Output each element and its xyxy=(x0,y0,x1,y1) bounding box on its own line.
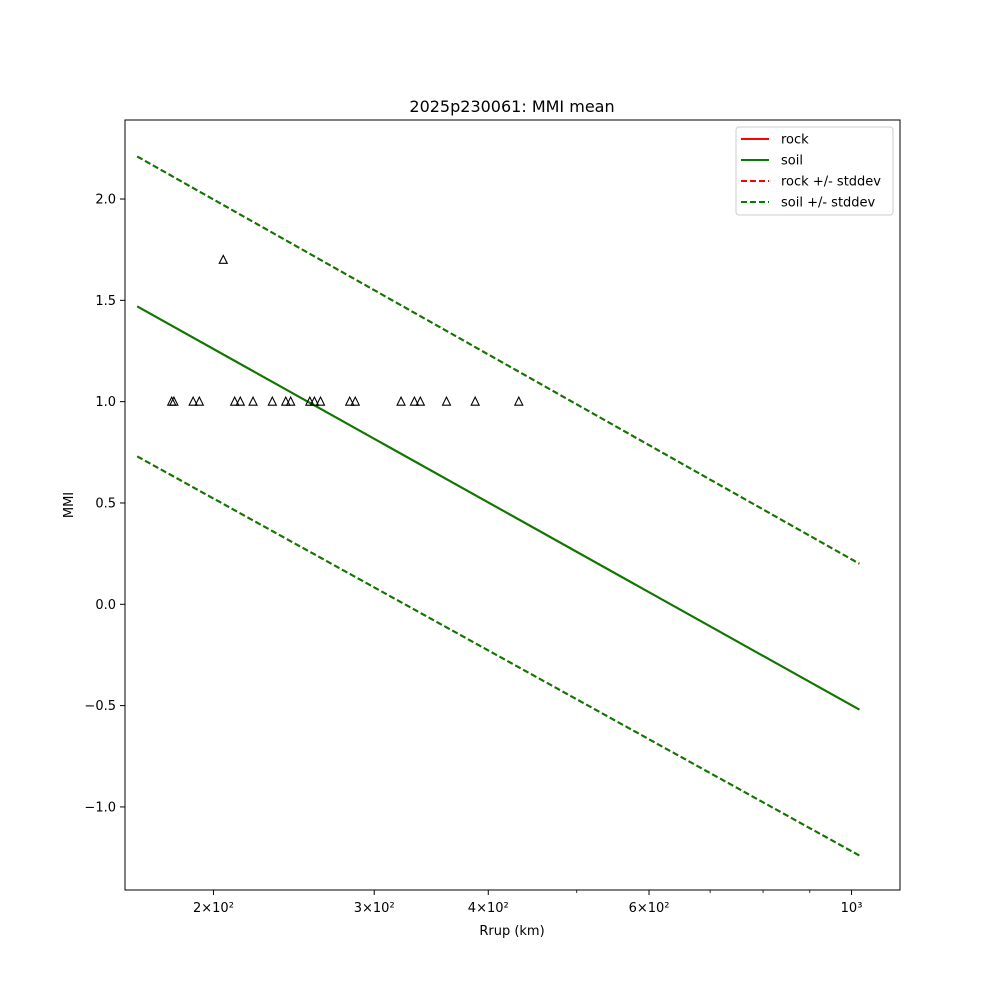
stddev-lower-line-0 xyxy=(136,455,860,857)
observation-marker-21 xyxy=(513,395,524,406)
observation-marker-14 xyxy=(344,395,355,406)
y-tick-label-2: 0.0 xyxy=(95,598,116,613)
observation-marker-2 xyxy=(188,395,199,406)
y-tick-label-4: 1.0 xyxy=(95,395,116,410)
observation-marker-7 xyxy=(248,395,258,406)
y-tick-label-6: 2.0 xyxy=(95,193,116,208)
plot-area xyxy=(136,155,860,857)
y-tick-label-3: 0.5 xyxy=(95,496,116,511)
x-tick-label-4: 10³ xyxy=(841,901,863,916)
legend-label-0: rock xyxy=(781,133,809,148)
x-tick-label-1: 3×10² xyxy=(354,901,395,916)
x-axis-label: Rrup (km) xyxy=(479,924,544,939)
observation-marker-10 xyxy=(285,395,296,406)
y-axis-label: MMI xyxy=(62,492,77,518)
observation-marker-20 xyxy=(470,395,481,406)
series-line-3 xyxy=(136,155,860,565)
observation-marker-12 xyxy=(309,395,320,406)
x-tick-label-0: 2×10² xyxy=(193,901,234,916)
x-tick-label-2: 4×10² xyxy=(468,901,509,916)
observation-marker-1 xyxy=(169,395,179,406)
observation-marker-11 xyxy=(304,395,315,406)
observation-marker-6 xyxy=(235,395,246,406)
observation-marker-18 xyxy=(415,395,426,406)
observation-marker-4 xyxy=(218,254,229,264)
legend-box xyxy=(735,126,894,216)
legend-label-1: soil xyxy=(781,154,803,169)
observation-marker-3 xyxy=(194,395,205,406)
legend-label-3: soil +/- stddev xyxy=(781,196,876,211)
observation-marker-5 xyxy=(229,395,240,406)
y-tick-label-0: −1.0 xyxy=(84,800,116,815)
observation-marker-13 xyxy=(315,395,326,406)
legend: rock soil rock +/- stddev soil +/- stddev xyxy=(735,126,894,216)
observation-marker-16 xyxy=(396,395,406,406)
legend-label-2: rock +/- stddev xyxy=(781,175,881,190)
chart-title: 2025p230061: MMI mean xyxy=(409,97,614,116)
observation-marker-8 xyxy=(267,395,278,406)
observation-marker-9 xyxy=(280,395,291,406)
x-tick-label-3: 6×10² xyxy=(629,901,670,916)
x-axis: 2×10² 3×10² 4×10² 6×10² 10³ xyxy=(193,890,862,916)
stddev-lower-line-1 xyxy=(136,455,860,857)
y-tick-label-5: 1.5 xyxy=(95,294,116,309)
y-tick-label-1: −0.5 xyxy=(84,699,116,714)
observation-marker-15 xyxy=(350,395,361,406)
y-axis: −1.0 −0.5 0.0 0.5 1.0 1.5 2.0 xyxy=(84,193,125,815)
series-line-1 xyxy=(136,305,860,711)
observation-marker-19 xyxy=(441,395,452,406)
axes-frame xyxy=(124,119,901,891)
observation-marker-17 xyxy=(409,395,420,406)
